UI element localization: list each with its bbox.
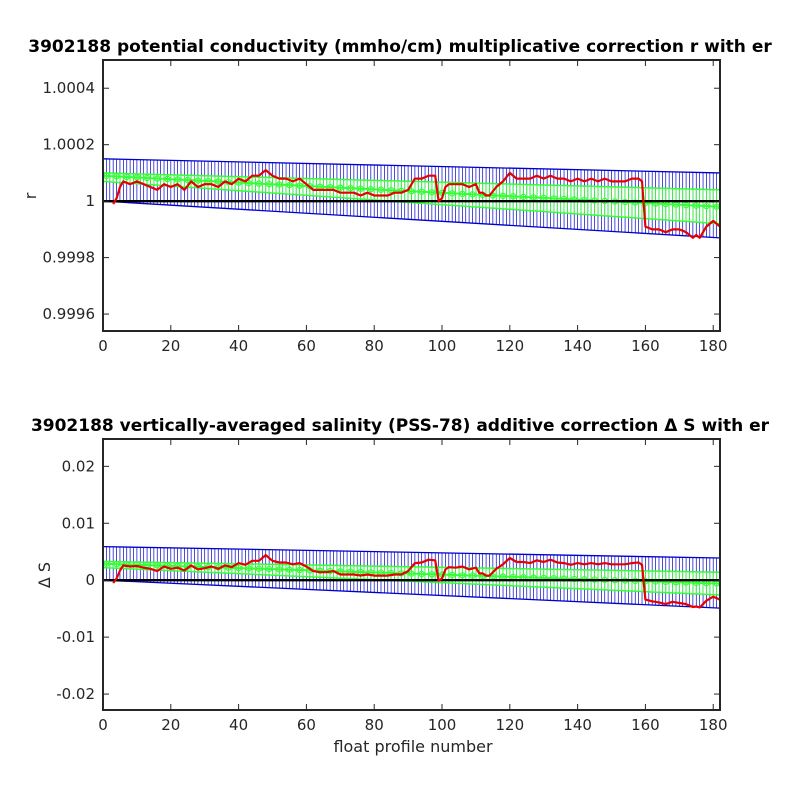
x-tick-label: 160 <box>631 337 660 355</box>
y-tick-label: 0.02 <box>62 457 95 475</box>
x-tick-label: 0 <box>98 716 108 734</box>
x-tick-label: 180 <box>699 337 728 355</box>
x-tick-label: 100 <box>428 337 457 355</box>
x-tick-label: 40 <box>229 337 248 355</box>
x-tick-label: 60 <box>297 337 316 355</box>
plot-frame <box>102 438 721 711</box>
error-envelope-upper <box>103 545 720 559</box>
y-tick-label: 1 <box>85 192 95 210</box>
x-tick-label: 160 <box>631 716 660 734</box>
x-tick-label: 120 <box>495 716 524 734</box>
fit-band-upper <box>103 172 720 191</box>
chart-title: 3902188 potential conductivity (mmho/cm)… <box>28 37 772 57</box>
x-tick-label: 80 <box>365 337 384 355</box>
error-envelope-lower <box>103 200 720 239</box>
y-tick-label: 0.01 <box>62 514 95 532</box>
y-axis-label: r <box>21 192 40 199</box>
x-tick-label: 140 <box>563 716 592 734</box>
plot-area <box>103 545 720 609</box>
plot-frame <box>102 59 721 332</box>
y-tick-label: 1.0002 <box>43 136 96 154</box>
plot-area <box>103 158 720 239</box>
y-tick-label: 0.9996 <box>43 305 96 323</box>
conductivity-correction-chart: 3902188 potential conductivity (mmho/cm)… <box>21 37 772 355</box>
x-tick-label: 120 <box>495 337 524 355</box>
y-tick-label: 0 <box>85 571 95 589</box>
x-tick-label: 100 <box>428 716 457 734</box>
x-tick-label: 20 <box>161 337 180 355</box>
error-envelope-upper <box>103 158 720 174</box>
error-envelope-lower <box>103 579 720 609</box>
series-line <box>112 169 720 239</box>
series-line <box>112 553 720 609</box>
y-tick-label: 0.9998 <box>43 249 96 267</box>
y-axis-label: Δ S <box>35 562 54 588</box>
x-tick-label: 140 <box>563 337 592 355</box>
y-tick-label: -0.01 <box>56 628 95 646</box>
x-tick-label: 60 <box>297 716 316 734</box>
x-tick-label: 0 <box>98 337 108 355</box>
x-tick-label: 80 <box>365 716 384 734</box>
x-tick-label: 180 <box>699 716 728 734</box>
y-tick-label: -0.02 <box>56 685 95 703</box>
x-tick-label: 20 <box>161 716 180 734</box>
chart-title: 3902188 vertically-averaged salinity (PS… <box>31 416 770 436</box>
y-tick-label: 1.0004 <box>43 79 96 97</box>
salinity-correction-chart: 3902188 vertically-averaged salinity (PS… <box>31 416 770 756</box>
fit-band-lower <box>103 180 720 225</box>
x-axis-label: float profile number <box>333 737 493 756</box>
x-tick-label: 40 <box>229 716 248 734</box>
